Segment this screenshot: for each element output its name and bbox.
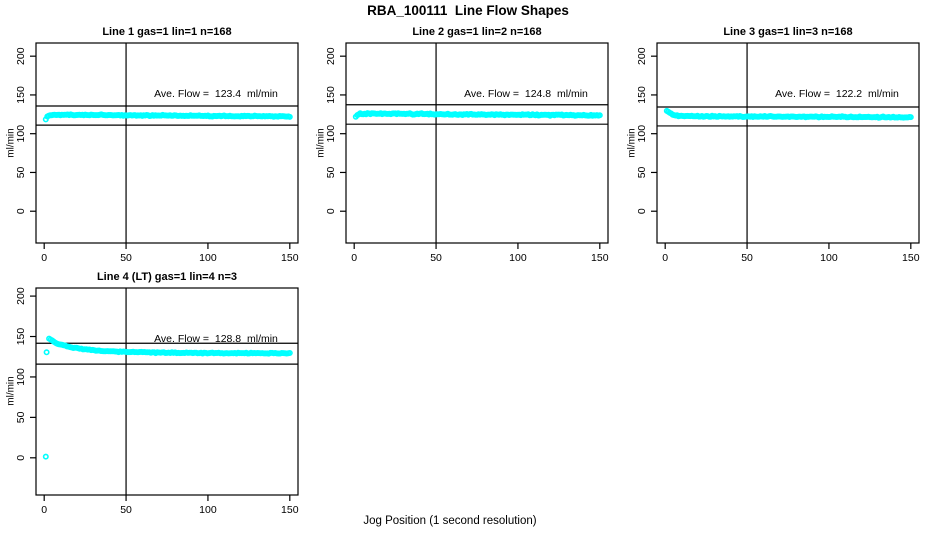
subplot-4-ave-flow-annotation: Ave. Flow = 128.8 ml/min <box>154 333 278 345</box>
y-tick-label: 150 <box>325 86 337 104</box>
y-tick-label: 0 <box>325 208 337 214</box>
subplot-2-panel: 0 50 100 150 0 50 100 150 200 <box>325 42 609 264</box>
y-tick-label: 150 <box>15 328 27 346</box>
data-points <box>663 107 914 121</box>
chart-main-title: RBA_100111 Line Flow Shapes <box>367 3 569 18</box>
outlier-point <box>42 453 49 460</box>
y-tick-label: 0 <box>15 208 27 214</box>
subplot-2-title: Line 2 gas=1 lin=2 n=168 <box>412 26 542 38</box>
subplot-4-y-axis-label: ml/min <box>5 376 17 406</box>
x-tick-label: 0 <box>351 252 357 264</box>
subplot-3-title: Line 3 gas=1 lin=3 n=168 <box>723 26 853 38</box>
plot-box <box>656 42 920 244</box>
data-points <box>42 111 293 123</box>
y-tick-label: 100 <box>325 125 337 143</box>
x-tick-label: 50 <box>430 252 442 264</box>
plot-box <box>35 287 299 496</box>
subplot-3-ave-flow-annotation: Ave. Flow = 122.2 ml/min <box>775 88 899 100</box>
subplot-2-ave-flow-annotation: Ave. Flow = 124.8 ml/min <box>464 88 588 100</box>
y-tick-label: 50 <box>15 166 27 178</box>
plot-box <box>345 42 609 244</box>
x-tick-label: 100 <box>820 252 838 264</box>
x-axis-title: Jog Position (1 second resolution) <box>363 515 537 527</box>
y-tick-label: 100 <box>636 125 648 143</box>
x-tick-label: 150 <box>591 252 609 264</box>
data-points <box>46 335 293 357</box>
subplot-1-ave-flow-annotation: Ave. Flow = 123.4 ml/min <box>154 88 278 100</box>
y-tick-label: 150 <box>15 86 27 104</box>
outlier-point <box>43 349 50 356</box>
subplot-3-y-axis-label: ml/min <box>626 128 638 158</box>
y-tick-label: 50 <box>636 166 648 178</box>
subplot-4-title: Line 4 (LT) gas=1 lin=4 n=3 <box>96 271 238 283</box>
y-tick-label: 50 <box>325 166 337 178</box>
plot-box <box>35 42 299 244</box>
x-tick-label: 100 <box>509 252 527 264</box>
y-tick-label: 0 <box>636 208 648 214</box>
x-tick-label: 0 <box>41 504 47 516</box>
x-tick-label: 0 <box>41 252 47 264</box>
y-tick-label: 100 <box>15 368 27 386</box>
data-points <box>352 110 603 120</box>
y-tick-label: 200 <box>15 47 27 65</box>
y-tick-label: 0 <box>15 455 27 461</box>
y-tick-label: 200 <box>636 47 648 65</box>
x-tick-label: 50 <box>741 252 753 264</box>
x-tick-label: 150 <box>281 504 299 516</box>
x-tick-label: 100 <box>199 504 217 516</box>
subplot-2-y-axis-label: ml/min <box>315 128 327 158</box>
x-tick-label: 50 <box>120 504 132 516</box>
subplot-1-panel: 0 50 100 150 0 50 100 150 200 <box>15 42 299 264</box>
y-tick-label: 200 <box>325 47 337 65</box>
x-tick-label: 50 <box>120 252 132 264</box>
x-tick-label: 100 <box>199 252 217 264</box>
subplot-1-title: Line 1 gas=1 lin=1 n=168 <box>102 26 232 38</box>
subplot-1-y-axis-label: ml/min <box>5 128 17 158</box>
x-tick-label: 0 <box>662 252 668 264</box>
y-tick-label: 100 <box>15 125 27 143</box>
x-tick-label: 150 <box>281 252 299 264</box>
y-tick-label: 150 <box>636 86 648 104</box>
subplot-3-panel: 0 50 100 150 0 50 100 150 200 <box>636 42 920 264</box>
subplot-4-panel: 0 50 100 150 0 50 100 150 200 <box>15 287 299 516</box>
y-tick-label: 50 <box>15 411 27 423</box>
x-tick-label: 150 <box>902 252 920 264</box>
y-tick-label: 200 <box>15 287 27 305</box>
